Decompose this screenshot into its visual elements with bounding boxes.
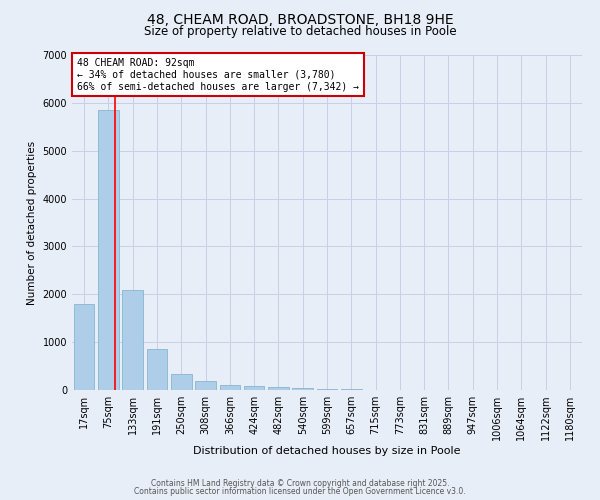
Bar <box>268 388 289 390</box>
Bar <box>171 374 191 390</box>
Text: Contains HM Land Registry data © Crown copyright and database right 2025.: Contains HM Land Registry data © Crown c… <box>151 478 449 488</box>
Bar <box>74 304 94 390</box>
Text: 48 CHEAM ROAD: 92sqm
← 34% of detached houses are smaller (3,780)
66% of semi-de: 48 CHEAM ROAD: 92sqm ← 34% of detached h… <box>77 58 359 92</box>
Bar <box>122 290 143 390</box>
Bar <box>244 386 265 390</box>
Bar <box>292 388 313 390</box>
Text: 48, CHEAM ROAD, BROADSTONE, BH18 9HE: 48, CHEAM ROAD, BROADSTONE, BH18 9HE <box>146 12 454 26</box>
Bar <box>98 110 119 390</box>
Text: Contains public sector information licensed under the Open Government Licence v3: Contains public sector information licen… <box>134 487 466 496</box>
Bar <box>146 350 167 390</box>
Bar <box>317 389 337 390</box>
Text: Size of property relative to detached houses in Poole: Size of property relative to detached ho… <box>143 25 457 38</box>
Bar <box>220 385 240 390</box>
Y-axis label: Number of detached properties: Number of detached properties <box>27 140 37 304</box>
Bar <box>195 382 216 390</box>
X-axis label: Distribution of detached houses by size in Poole: Distribution of detached houses by size … <box>193 446 461 456</box>
